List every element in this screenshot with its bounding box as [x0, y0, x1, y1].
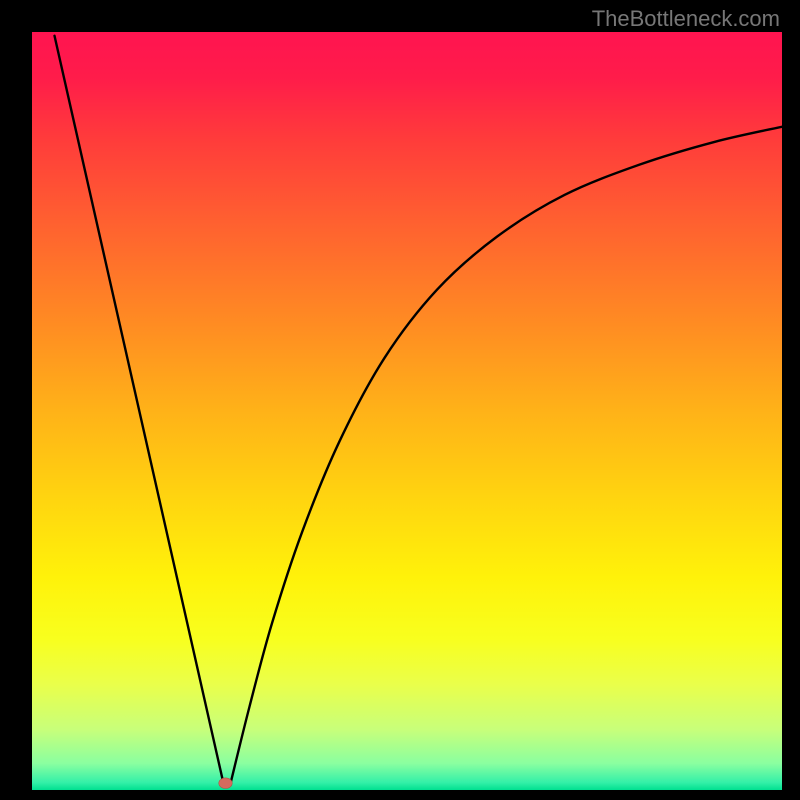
- gradient-background: [32, 32, 782, 790]
- watermark-text: TheBottleneck.com: [592, 6, 780, 32]
- chart-stage: TheBottleneck.com: [0, 0, 800, 800]
- plot-area: [32, 32, 782, 790]
